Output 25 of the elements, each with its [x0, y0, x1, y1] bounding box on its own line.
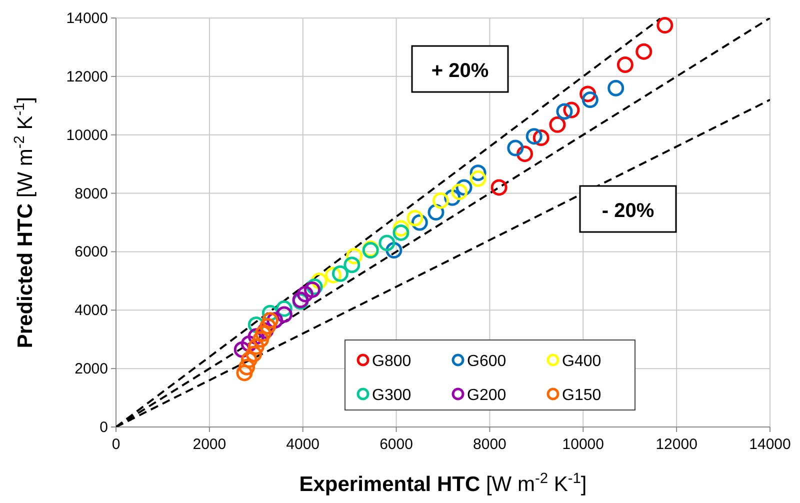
- y-tick-label: 2000: [74, 360, 108, 378]
- x-tick-label: 2000: [192, 436, 226, 453]
- y-tick-label: 0: [100, 419, 108, 436]
- x-tick-label: 8000: [473, 436, 506, 453]
- annotation: + 20%: [431, 60, 489, 82]
- legend-label: G600: [467, 353, 506, 370]
- y-tick-label: 12000: [66, 68, 108, 86]
- legend-label: G200: [467, 387, 506, 404]
- legend-label: G150: [562, 387, 602, 404]
- y-tick-label: 6000: [74, 244, 108, 261]
- y-tick-label: 8000: [74, 185, 108, 202]
- x-tick-label: 12000: [656, 436, 698, 453]
- annotation: - 20%: [602, 200, 654, 222]
- y-tick-label: 14000: [66, 10, 108, 27]
- legend-label: G800: [372, 353, 412, 370]
- x-tick-label: 4000: [286, 436, 320, 453]
- y-tick-label: 4000: [74, 302, 108, 320]
- legend-label: G300: [372, 387, 412, 404]
- x-tick-label: 0: [112, 436, 120, 453]
- x-tick-label: 10000: [562, 436, 604, 453]
- x-tick-label: 14000: [749, 436, 791, 453]
- x-tick-label: 6000: [380, 436, 413, 453]
- x-axis-title: Experimental HTC [W m$^{-2}$ K$^{-1}$]: [299, 471, 587, 496]
- legend-label: G400: [562, 353, 602, 370]
- y-tick-label: 10000: [66, 126, 108, 144]
